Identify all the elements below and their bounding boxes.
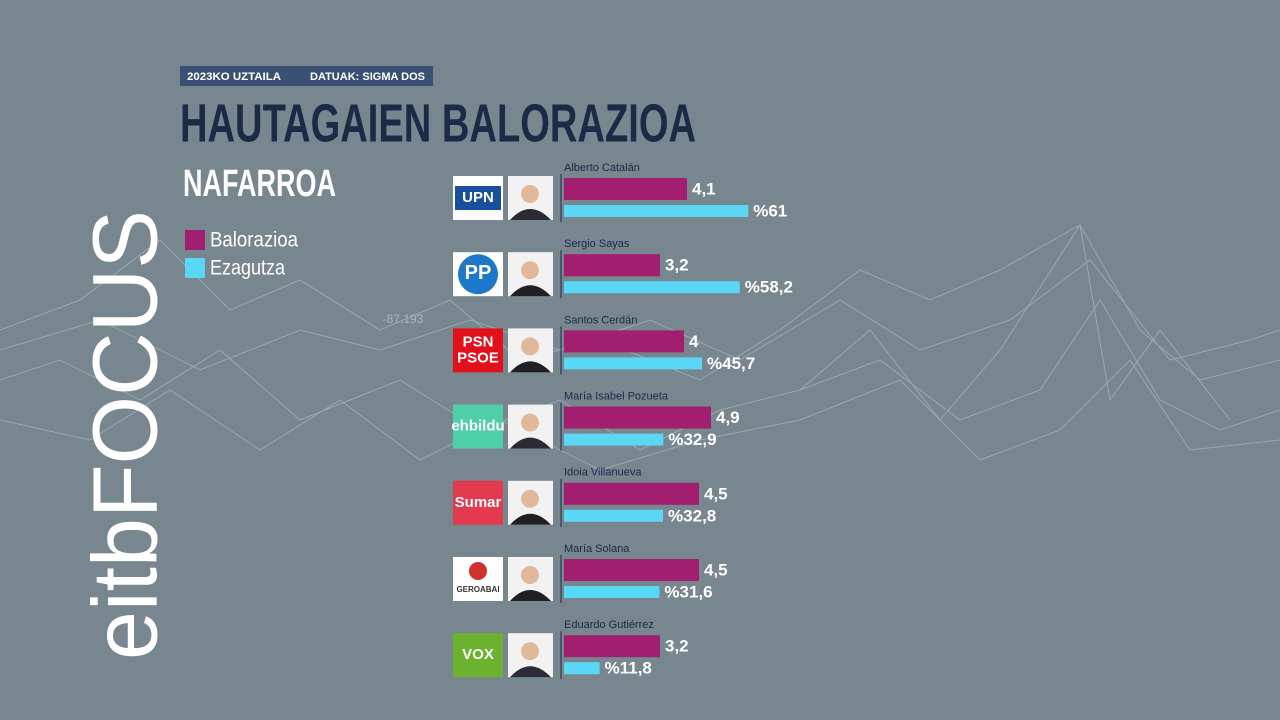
candidate-name: Idoia Villanueva (564, 467, 642, 479)
party-label: UPN (462, 189, 494, 206)
party-label-line: UPN (462, 189, 494, 206)
party-label-line: PSOE (457, 349, 499, 366)
bar (564, 281, 740, 294)
party-label: VOX (462, 646, 494, 663)
value-label: %45,7 (707, 354, 755, 373)
candidate-name: Eduardo Gutiérrez (564, 619, 654, 631)
party-label-line: PP (465, 262, 492, 284)
bar (564, 662, 600, 675)
legend-swatch (185, 258, 205, 278)
portrait-body (510, 285, 551, 297)
bar (564, 559, 699, 581)
portrait-head (521, 566, 539, 584)
bar (564, 357, 703, 370)
value-label: %32,9 (668, 430, 716, 449)
portrait-body (510, 361, 551, 373)
bar (564, 433, 664, 446)
portrait-head (521, 185, 539, 203)
party-label: PSN PSOE (457, 333, 499, 366)
party-label-line: PSN (463, 333, 494, 350)
bar (564, 330, 684, 353)
value-label: %31,6 (664, 582, 712, 601)
candidate-name: María Solana (564, 543, 630, 555)
portrait-head (521, 489, 539, 508)
party-label: GEROABAI (456, 585, 499, 594)
bar (564, 482, 699, 505)
value-label: 4,1 (692, 179, 716, 198)
candidate-name: Alberto Catalán (564, 162, 640, 174)
party-logo (453, 633, 503, 678)
value-label: %11,8 (605, 659, 652, 678)
value-label: %58,2 (745, 278, 793, 297)
logo-circle (458, 254, 498, 295)
portrait-head (521, 642, 539, 661)
portrait-head (521, 413, 539, 432)
portrait-body (510, 513, 551, 525)
party-logo (453, 404, 503, 449)
portrait-head (521, 337, 539, 356)
value-label: 3,2 (665, 256, 689, 275)
value-label: 4 (689, 332, 699, 351)
party-logo (453, 480, 503, 525)
value-label: %61 (753, 201, 787, 220)
date: 2023KO UZTAILA (187, 71, 281, 83)
portrait-body (510, 209, 551, 220)
legend-swatch (185, 230, 205, 250)
candidate-name: Santos Cerdán (564, 314, 637, 326)
legend-label: Balorazioa (210, 229, 298, 252)
logo-band (455, 186, 501, 210)
bar (564, 586, 660, 598)
source: DATUAK: SIGMA DOS (310, 71, 425, 83)
party-label: PP (465, 262, 492, 284)
logo-tree (469, 562, 487, 580)
header-tag (180, 66, 433, 86)
bar (564, 406, 711, 429)
value-label: 3,2 (665, 637, 689, 656)
portrait-head (521, 261, 539, 280)
party-label-line: GEROABAI (456, 585, 499, 594)
party-logo (453, 328, 503, 373)
bar (564, 509, 664, 522)
chart-subtitle: NAFARROA (183, 163, 336, 205)
portrait-body (510, 590, 551, 601)
bar (564, 205, 749, 217)
background-label: -87,193 (383, 312, 424, 326)
party-label-line: Sumar (455, 494, 502, 511)
portrait-body (510, 437, 551, 449)
party-label-line: VOX (462, 646, 494, 663)
candidate-name: Sergio Sayas (564, 238, 630, 250)
value-label: 4,5 (704, 484, 728, 503)
party-label: Sumar (455, 494, 502, 511)
bar (564, 178, 687, 200)
party-label-line: ehbildu (451, 418, 504, 435)
value-label: 4,5 (704, 560, 728, 579)
value-label: %32,8 (668, 506, 716, 525)
chart-title: HAUTAGAIEN BALORAZIOA (180, 93, 696, 153)
legend-label: Ezagutza (210, 257, 285, 280)
bar (564, 254, 660, 277)
logo: eitbFOCUS (74, 210, 176, 660)
candidate-name: María Isabel Pozueta (564, 391, 669, 403)
bar (564, 635, 660, 658)
value-label: 4,9 (716, 408, 740, 427)
party-label: ehbildu (451, 418, 504, 435)
portrait-body (510, 666, 551, 678)
